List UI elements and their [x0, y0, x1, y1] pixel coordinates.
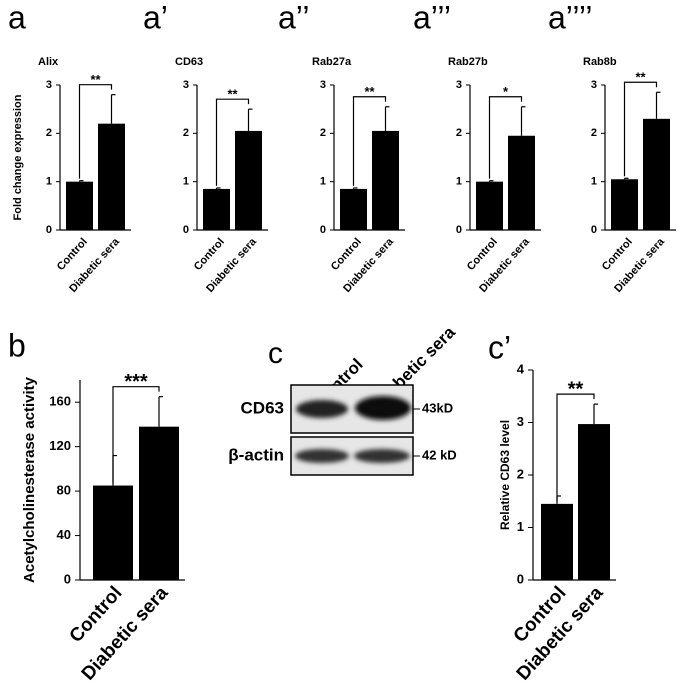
significance-bracket	[623, 81, 658, 177]
significance-bracket	[78, 84, 113, 179]
y-tick-label: 80	[57, 483, 71, 498]
bar	[578, 424, 610, 580]
y-tick-label: 0	[64, 571, 71, 586]
y-tick-label: 2	[456, 127, 462, 139]
y-tick-label: 3	[183, 79, 189, 91]
y-axis-label: Acetylcholinesterase activity	[21, 376, 38, 583]
y-tick-label: 160	[49, 394, 71, 409]
y-tick-label: 0	[591, 224, 597, 236]
y-tick-label: 0	[517, 571, 524, 586]
row-label: CD63	[241, 398, 284, 417]
bar	[93, 485, 133, 580]
bar	[508, 135, 535, 230]
panel-label: a’’	[278, 0, 309, 35]
y-tick-label: 3	[517, 414, 524, 429]
significance-label: *	[503, 84, 509, 99]
band	[295, 449, 349, 463]
bar	[235, 130, 262, 230]
panel-label: a	[8, 0, 26, 35]
bar	[372, 130, 399, 230]
y-tick-label: 0	[456, 224, 462, 236]
y-tick-label: 4	[517, 361, 525, 376]
y-tick-label: 120	[49, 438, 71, 453]
y-tick-label: 3	[456, 79, 462, 91]
significance-bracket	[215, 98, 250, 186]
chart-title: Rab8b	[583, 56, 617, 68]
size-label: 42 kD	[422, 447, 457, 462]
significance-label: **	[90, 72, 101, 87]
y-tick-label: 0	[183, 224, 189, 236]
y-tick-label: 2	[591, 127, 597, 139]
y-tick-label: 1	[591, 176, 597, 188]
bar	[643, 118, 670, 230]
y-tick-label: 40	[57, 527, 71, 542]
y-tick-label: 2	[320, 127, 326, 139]
bar	[139, 426, 179, 580]
bar	[611, 179, 638, 230]
chart-title: CD63	[175, 56, 203, 68]
significance-bracket	[112, 386, 160, 483]
significance-label: **	[364, 84, 375, 99]
bar	[340, 188, 367, 230]
bar	[541, 503, 573, 580]
significance-label: **	[635, 70, 646, 85]
panel-label: a’	[143, 0, 168, 35]
y-tick-label: 0	[46, 224, 52, 236]
bar	[98, 123, 125, 230]
size-label: 43kD	[422, 400, 453, 415]
significance-bracket	[488, 96, 523, 179]
bar	[476, 181, 503, 230]
chart-title: Rab27a	[312, 56, 352, 68]
y-axis-label: Fold change expression	[12, 94, 24, 220]
significance-bracket	[352, 96, 387, 186]
significance-label: **	[227, 87, 238, 102]
chart-title: Rab27b	[448, 56, 488, 68]
band	[355, 396, 411, 420]
y-axis-label: Relative CD63 level	[498, 420, 512, 530]
significance-bracket	[556, 393, 595, 501]
y-tick-label: 1	[517, 519, 524, 534]
chart-title: Alix	[38, 56, 59, 68]
y-tick-label: 3	[591, 79, 597, 91]
y-tick-label: 1	[46, 176, 52, 188]
y-tick-label: 3	[320, 79, 326, 91]
y-tick-label: 3	[46, 79, 52, 91]
western-blot: c Control Diabetic sera CD63 β-actin 43k…	[228, 322, 459, 476]
row-label: β-actin	[228, 445, 284, 464]
y-tick-label: 2	[517, 466, 524, 481]
y-tick-label: 2	[183, 127, 189, 139]
bar	[203, 188, 230, 230]
y-tick-label: 1	[183, 176, 189, 188]
y-tick-label: 2	[46, 127, 52, 139]
y-tick-label: 0	[320, 224, 326, 236]
significance-label: **	[568, 378, 584, 400]
band	[354, 449, 410, 463]
panel-label: b	[8, 327, 26, 363]
panel-label: c	[268, 337, 283, 370]
bar	[66, 181, 93, 230]
panel-label: a’’’	[413, 0, 451, 35]
significance-label: ***	[124, 371, 148, 393]
band	[296, 400, 348, 418]
panel-label: c’	[488, 329, 511, 365]
y-tick-label: 1	[456, 176, 462, 188]
y-tick-label: 1	[320, 176, 326, 188]
panel-label: a’’’’	[548, 0, 593, 35]
